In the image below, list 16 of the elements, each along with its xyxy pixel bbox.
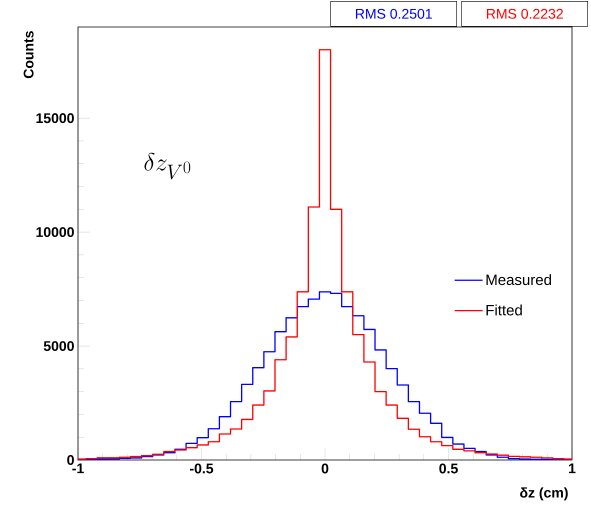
legend-label: Fitted — [486, 304, 522, 316]
y-axis-title: Counts — [24, 31, 34, 78]
text: RMS 0.2232 — [486, 8, 563, 19]
x-axis-title: δz (cm) — [520, 487, 568, 500]
x-tick-label: -0.5 — [190, 464, 214, 474]
y-tick-label: 5000 — [44, 341, 74, 352]
x-tick-label: 0 — [322, 464, 328, 474]
legend-label: Measured — [486, 274, 552, 286]
y-tick-label: 15000 — [36, 113, 74, 124]
y-tick-label: 10000 — [36, 227, 74, 238]
text: RMS 0.2501 — [356, 8, 432, 19]
x-tick-label: 1 — [568, 464, 576, 474]
y-tick-label: 0 — [67, 455, 74, 465]
x-tick-label: -1 — [72, 464, 84, 474]
x-tick-label: 0.5 — [439, 464, 458, 474]
annotation: $\delta z_{V^0}$ — [144, 152, 190, 180]
